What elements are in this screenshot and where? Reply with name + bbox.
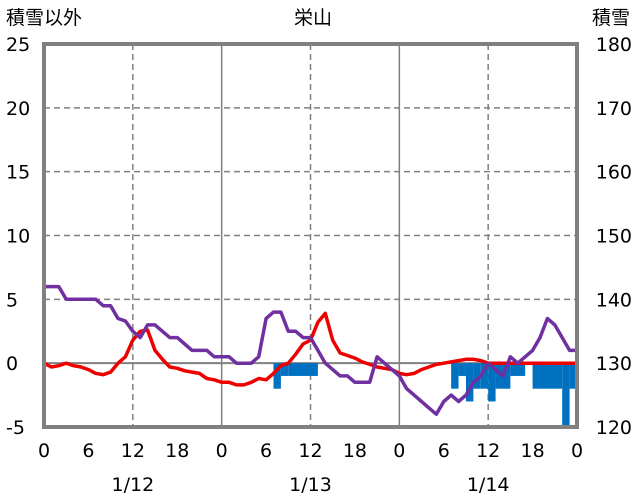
snow-depth-bars (273, 363, 577, 427)
x-date-label: 1/12 (111, 474, 154, 496)
snow-bar (510, 363, 526, 376)
snow-bar (532, 363, 563, 389)
right-tick-label: 160 (596, 162, 632, 184)
right-axis-label: 積雪 (592, 7, 630, 29)
snow-bar (465, 363, 474, 402)
snow-bar (502, 363, 511, 389)
chart-title: 栄山 (294, 7, 332, 29)
x-hour-label: 12 (476, 440, 500, 462)
x-hour-label: 12 (121, 440, 145, 462)
x-hour-label: 18 (343, 440, 367, 462)
right-tick-label: 170 (596, 98, 632, 120)
x-date-label: 1/14 (467, 474, 510, 496)
snow-bar (288, 363, 318, 376)
snow-bar (569, 363, 577, 389)
x-date-label: 1/13 (289, 474, 332, 496)
plot-frame (42, 42, 579, 429)
series-lines (43, 284, 577, 416)
x-hour-label: 0 (38, 440, 50, 462)
snow-bar (495, 363, 503, 389)
right-tick-label: 120 (596, 417, 632, 439)
right-tick-label: 150 (596, 226, 632, 248)
left-tick-label: 25 (6, 34, 30, 56)
snow-bar (280, 363, 289, 376)
x-hour-label: 0 (216, 440, 228, 462)
snow-bar (273, 363, 281, 389)
snow-bar (458, 363, 466, 376)
snow-bar (473, 363, 481, 389)
x-hour-label: 6 (82, 440, 94, 462)
left-tick-label: 15 (6, 162, 30, 184)
left-axis-label: 積雪以外 (6, 7, 82, 29)
right-tick-label: 130 (596, 353, 632, 375)
x-hour-label: 0 (571, 440, 583, 462)
right-tick-label: 140 (596, 289, 632, 311)
purple-series-line (44, 284, 577, 416)
x-hour-label: 6 (438, 440, 450, 462)
snow-bar (480, 363, 489, 389)
left-tick-label: 5 (6, 289, 18, 311)
x-hour-label: 0 (393, 440, 405, 462)
right-tick-label: 180 (596, 34, 632, 56)
snow-bar (488, 363, 496, 402)
x-hour-label: 12 (298, 440, 322, 462)
x-hour-label: 18 (520, 440, 544, 462)
left-tick-label: 10 (6, 226, 30, 248)
left-tick-label: 20 (6, 98, 30, 120)
left-tick-label: 0 (6, 353, 18, 375)
x-hour-label: 18 (165, 440, 189, 462)
left-tick-label: -5 (6, 417, 25, 439)
snow-bar (451, 363, 459, 389)
snow-bar (562, 363, 570, 427)
x-hour-label: 6 (260, 440, 272, 462)
